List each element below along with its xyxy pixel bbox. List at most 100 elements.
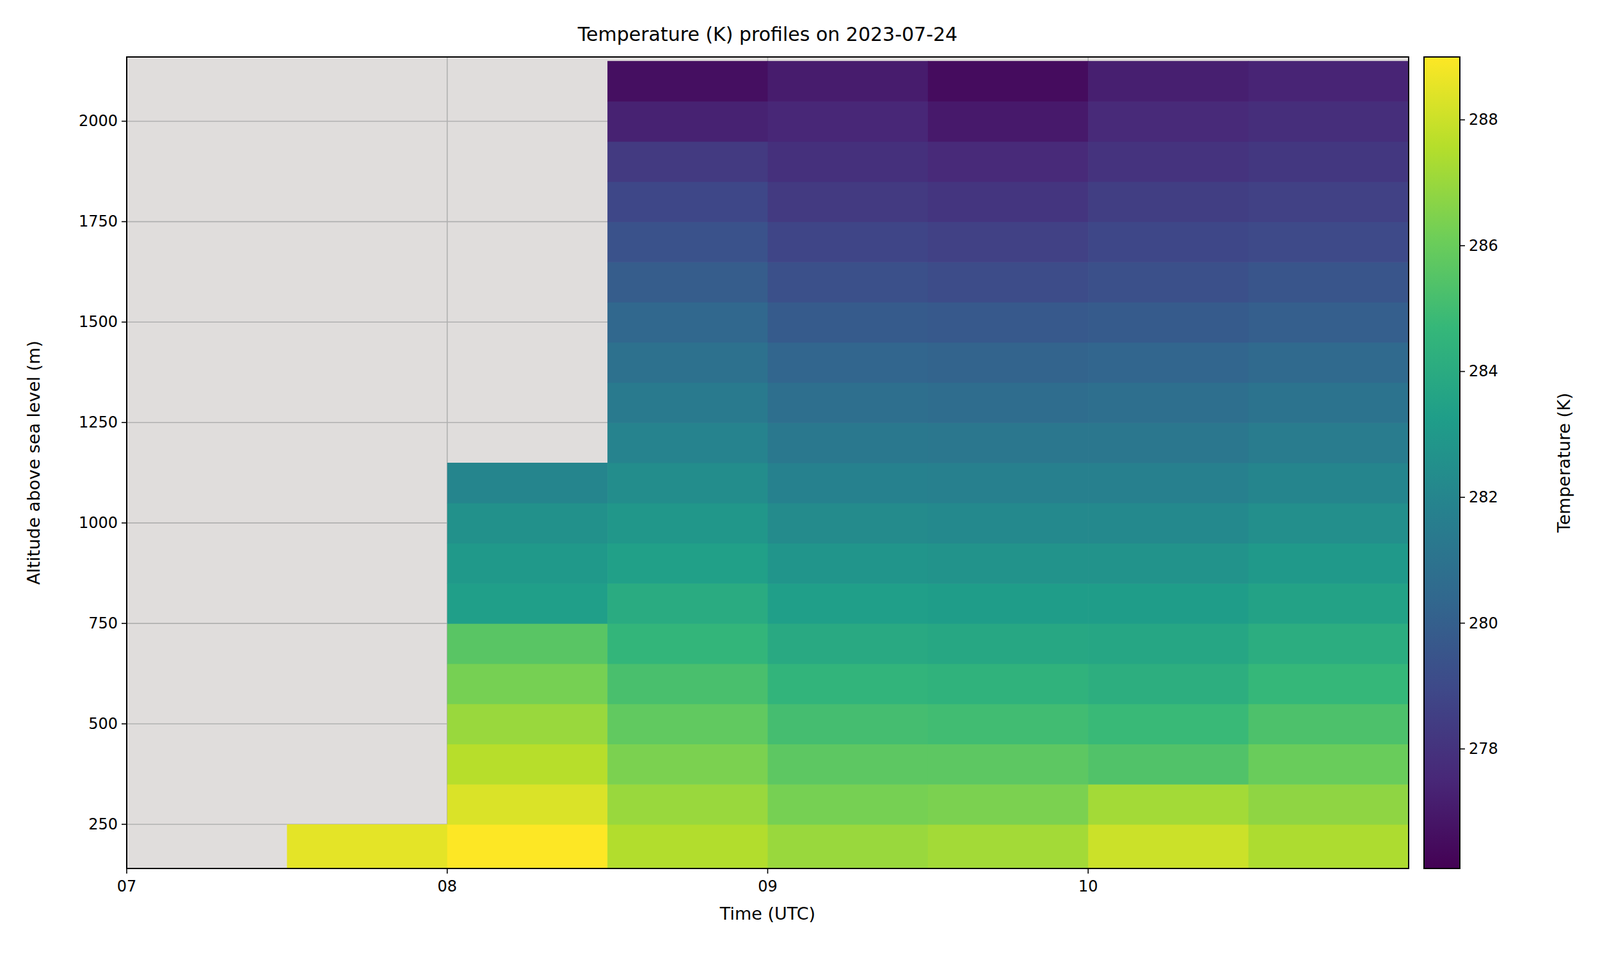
- y-tick-label: 1750: [78, 212, 118, 231]
- cell: [928, 743, 1089, 784]
- cell: [607, 743, 768, 784]
- cell: [768, 663, 929, 704]
- y-axis-label: Altitude above sea level (m): [23, 340, 44, 585]
- colorbar-tick-label: 284: [1468, 362, 1499, 381]
- y-tick-label: 250: [88, 815, 118, 834]
- x-tick: [767, 868, 769, 874]
- cell: [1088, 543, 1249, 584]
- cell: [1248, 261, 1409, 303]
- cell: [768, 824, 929, 869]
- colorbar-tick-label: 278: [1468, 739, 1499, 758]
- cell: [1248, 422, 1409, 463]
- cell: [1088, 221, 1249, 262]
- cell: [1088, 784, 1249, 825]
- cell: [768, 342, 929, 383]
- colorbar-tick-label: 286: [1468, 236, 1499, 255]
- cell: [1248, 743, 1409, 784]
- cell: [607, 784, 768, 825]
- y-tick-label: 2000: [78, 112, 118, 130]
- cell: [607, 221, 768, 262]
- cell: [768, 60, 929, 102]
- cell: [286, 824, 448, 869]
- cell: [1088, 60, 1249, 102]
- cell: [1088, 101, 1249, 142]
- cell: [1088, 824, 1249, 869]
- cell: [1088, 663, 1249, 704]
- cell: [768, 704, 929, 745]
- x-axis-label: Time (UTC): [719, 903, 816, 924]
- y-tick: [121, 823, 127, 825]
- cell: [607, 824, 768, 869]
- cell: [1088, 743, 1249, 784]
- cell: [447, 784, 608, 825]
- cell: [1088, 623, 1249, 664]
- cell: [607, 503, 768, 544]
- cell: [768, 623, 929, 664]
- y-tick-label: 1500: [78, 312, 118, 331]
- cell: [607, 302, 768, 343]
- cell: [1248, 503, 1409, 544]
- cell: [928, 261, 1089, 303]
- y-tick: [121, 522, 127, 524]
- cell: [607, 181, 768, 223]
- cell: [768, 462, 929, 504]
- x-tick: [1087, 868, 1089, 874]
- cell: [928, 422, 1089, 463]
- y-tick: [121, 723, 127, 725]
- colorbar: [1424, 56, 1460, 869]
- cell: [1248, 704, 1409, 745]
- cell: [1248, 342, 1409, 383]
- cell: [928, 382, 1089, 423]
- cell: [607, 543, 768, 584]
- cell: [768, 422, 929, 463]
- cell: [928, 462, 1089, 504]
- cell: [1248, 221, 1409, 262]
- cell: [928, 583, 1089, 624]
- cell: [607, 623, 768, 664]
- cell: [607, 382, 768, 423]
- cell: [928, 663, 1089, 704]
- cell: [768, 784, 929, 825]
- cell: [1088, 141, 1249, 182]
- cell: [768, 743, 929, 784]
- cell: [447, 704, 608, 745]
- grid: [126, 56, 1409, 869]
- cell: [447, 583, 608, 624]
- cell: [1248, 382, 1409, 423]
- cell: [1088, 302, 1249, 343]
- cell: [607, 663, 768, 704]
- cell: [768, 583, 929, 624]
- y-tick: [121, 321, 127, 323]
- cell: [768, 382, 929, 423]
- cell: [768, 261, 929, 303]
- colorbar-tick-label: 288: [1468, 110, 1499, 129]
- y-tick-label: 500: [88, 714, 118, 733]
- cell: [1088, 261, 1249, 303]
- colorbar-tick: [1459, 748, 1465, 750]
- x-tick-label: 10: [1078, 877, 1099, 896]
- cell: [928, 141, 1089, 182]
- chart: 0708091025050075010001250150017502000Tem…: [0, 0, 1600, 960]
- cell: [447, 543, 608, 584]
- cell: [1248, 181, 1409, 223]
- title: Temperature (K) profiles on 2023-07-24: [577, 23, 958, 46]
- cell: [1248, 663, 1409, 704]
- plot-frame: [126, 56, 1409, 869]
- y-tick: [121, 221, 127, 223]
- cell: [768, 181, 929, 223]
- cell: [928, 784, 1089, 825]
- colorbar-tick: [1459, 119, 1465, 121]
- cell: [1088, 583, 1249, 624]
- cell: [447, 663, 608, 704]
- y-tick-label: 1250: [78, 413, 118, 432]
- cell: [1088, 382, 1249, 423]
- y-tick-label: 750: [88, 614, 118, 633]
- y-tick-label: 1000: [78, 513, 118, 532]
- cell: [1248, 141, 1409, 182]
- cell: [1248, 623, 1409, 664]
- cell: [1088, 462, 1249, 504]
- cells: [286, 60, 1409, 869]
- cell: [768, 221, 929, 262]
- cell: [928, 101, 1089, 142]
- x-tick-label: 08: [437, 877, 457, 896]
